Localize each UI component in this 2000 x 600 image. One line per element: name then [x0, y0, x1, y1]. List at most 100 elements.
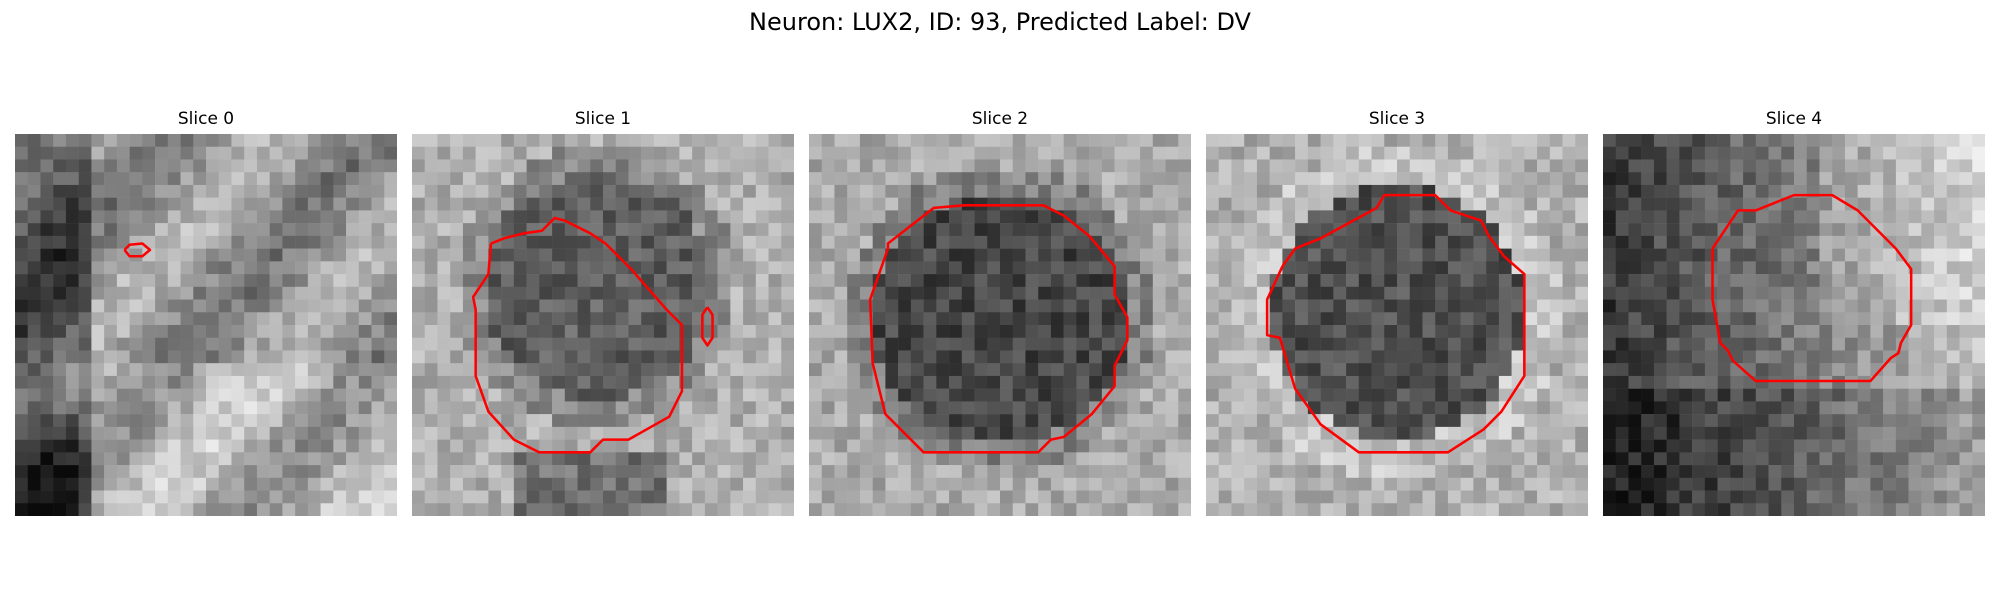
pixel-cell	[1972, 235, 1985, 249]
pixel-cell	[615, 184, 629, 198]
pixel-cell	[1870, 401, 1884, 415]
pixel-cell	[1692, 159, 1706, 173]
pixel-cell	[564, 172, 578, 186]
pixel-cell	[1562, 197, 1576, 211]
pixel-cell	[462, 414, 476, 428]
pixel-cell	[1140, 261, 1154, 275]
pixel-cell	[987, 223, 1001, 237]
pixel-cell	[1549, 299, 1563, 313]
pixel-cell	[1498, 172, 1512, 186]
pixel-cell	[142, 197, 156, 211]
pixel-cell	[180, 388, 194, 402]
pixel-cell	[269, 325, 283, 338]
pixel-cell	[1397, 248, 1410, 262]
pixel-cell	[1371, 299, 1385, 313]
pixel-cell	[1857, 286, 1871, 300]
pixel-cell	[1603, 388, 1616, 402]
pixel-cell	[704, 477, 718, 491]
pixel-cell	[1244, 503, 1258, 516]
pixel-cell	[768, 235, 782, 249]
pixel-cell	[564, 134, 578, 147]
pixel-cell	[307, 312, 321, 326]
pixel-cell	[513, 299, 527, 313]
pixel-cell	[987, 146, 1001, 160]
pixel-cell	[218, 286, 232, 300]
pixel-cell	[809, 210, 822, 224]
pixel-cell	[847, 261, 861, 275]
pixel-cell	[1358, 363, 1372, 377]
pixel-cell	[40, 172, 54, 186]
pixel-cell	[743, 401, 757, 415]
pixel-cell	[307, 274, 321, 288]
pixel-cell	[923, 477, 937, 491]
pixel-cell	[513, 503, 527, 516]
pixel-cell	[244, 337, 258, 351]
pixel-cell	[1641, 286, 1655, 300]
pixel-cell	[1921, 210, 1935, 224]
pixel-cell	[1908, 134, 1922, 147]
pixel-cell	[437, 477, 451, 491]
pixel-cell	[1358, 439, 1372, 453]
pixel-cell	[1076, 465, 1090, 479]
pixel-cell	[346, 465, 360, 479]
pixel-cell	[1743, 388, 1757, 402]
pixel-cell	[1959, 235, 1973, 249]
pixel-cell	[898, 337, 912, 351]
pixel-cell	[1511, 197, 1525, 211]
pixel-cell	[218, 414, 232, 428]
pixel-cell	[539, 210, 553, 224]
pixel-cell	[1679, 235, 1693, 249]
pixel-cell	[704, 465, 718, 479]
pixel-cell	[475, 363, 489, 377]
pixel-cell	[1704, 388, 1718, 402]
pixel-cell	[1934, 439, 1948, 453]
pixel-cell	[1615, 184, 1629, 198]
pixel-cell	[269, 337, 283, 351]
pixel-cell	[180, 159, 194, 173]
pixel-cell	[269, 134, 283, 147]
pixel-cell	[1537, 274, 1551, 288]
pixel-cell	[1832, 223, 1846, 237]
pixel-cell	[1320, 337, 1334, 351]
pixel-cell	[1231, 503, 1245, 516]
pixel-cell	[755, 159, 769, 173]
pixel-cell	[1537, 210, 1551, 224]
pixel-cell	[1794, 274, 1807, 288]
pixel-cell	[615, 388, 629, 402]
pixel-cell	[1269, 503, 1283, 516]
pixel-cell	[910, 337, 924, 351]
pixel-cell	[1934, 261, 1948, 275]
pixel-cell	[1460, 286, 1474, 300]
pixel-cell	[53, 477, 67, 491]
pixel-cell	[847, 172, 861, 186]
pixel-cell	[206, 477, 219, 491]
pixel-cell	[167, 159, 181, 173]
pixel-cell	[1447, 146, 1461, 160]
pixel-cell	[1511, 274, 1525, 288]
pixel-cell	[781, 465, 794, 479]
pixel-cell	[1895, 299, 1909, 313]
pixel-cell	[1895, 426, 1909, 440]
pixel-cell	[1206, 439, 1219, 453]
pixel-cell	[65, 337, 79, 351]
pixel-cell	[564, 312, 578, 326]
pixel-cell	[1498, 223, 1512, 237]
pixel-cell	[1473, 286, 1487, 300]
pixel-cell	[1498, 350, 1512, 364]
pixel-cell	[526, 172, 540, 186]
pixel-cell	[898, 325, 912, 338]
pixel-cell	[193, 248, 207, 262]
pixel-cell	[1397, 134, 1410, 147]
pixel-cell	[1244, 261, 1258, 275]
pixel-cell	[834, 248, 848, 262]
pixel-cell	[564, 439, 578, 453]
pixel-cell	[910, 426, 924, 440]
pixel-cell	[1806, 235, 1820, 249]
pixel-cell	[53, 172, 67, 186]
pixel-cell	[1819, 235, 1833, 249]
pixel-cell	[256, 312, 270, 326]
pixel-cell	[1781, 261, 1795, 275]
pixel-cell	[1883, 350, 1897, 364]
pixel-cell	[371, 388, 385, 402]
pixel-cell	[1076, 210, 1090, 224]
